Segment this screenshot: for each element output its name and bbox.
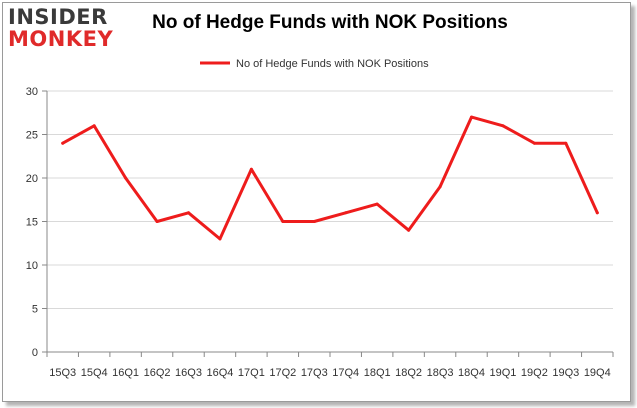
chart-frame xyxy=(2,2,631,402)
axes xyxy=(42,90,614,357)
gridlines xyxy=(47,90,613,309)
data-point xyxy=(187,211,190,215)
y-tick-label: 20 xyxy=(26,173,38,185)
data-point xyxy=(595,211,599,215)
x-tick-label: 19Q1 xyxy=(489,367,516,379)
data-point xyxy=(375,202,379,206)
legend: No of Hedge Funds with NOK Positions xyxy=(200,58,429,70)
x-tick-label: 19Q2 xyxy=(521,367,548,379)
x-tick-label: 19Q4 xyxy=(584,367,611,379)
y-tick-label: 25 xyxy=(26,130,38,142)
x-tick-label: 19Q3 xyxy=(552,367,579,379)
x-tick-label: 17Q1 xyxy=(238,367,265,379)
logo-line-1: INSIDER xyxy=(8,5,108,29)
x-tick-label: 16Q4 xyxy=(206,367,233,379)
data-point xyxy=(344,211,348,215)
x-tick-label: 16Q1 xyxy=(112,367,139,379)
series-lines xyxy=(61,115,599,241)
x-tick-label: 18Q4 xyxy=(458,367,485,379)
y-tick-label: 30 xyxy=(26,86,38,98)
y-tick-label: 15 xyxy=(26,217,38,229)
y-tick-labels: 0 5 10 15 20 25 30 xyxy=(26,86,38,359)
insider-monkey-logo: INSIDER MONKEY xyxy=(8,6,118,56)
data-point xyxy=(564,141,568,145)
data-point xyxy=(92,124,96,128)
data-point xyxy=(218,237,222,241)
data-point xyxy=(407,228,411,232)
x-tick-label: 15Q4 xyxy=(81,367,108,379)
data-point xyxy=(249,167,253,171)
data-point xyxy=(501,124,505,128)
x-tick-label: 17Q3 xyxy=(301,367,328,379)
data-point xyxy=(155,220,159,223)
data-point xyxy=(312,220,316,223)
x-tick-label: 17Q4 xyxy=(332,367,359,379)
x-tick-label: 15Q3 xyxy=(49,367,76,379)
y-tick-label: 10 xyxy=(26,260,38,272)
y-tick-label: 5 xyxy=(32,304,38,316)
data-point xyxy=(281,220,285,223)
y-tick-label: 0 xyxy=(32,347,38,359)
x-tick-label: 18Q1 xyxy=(364,367,391,379)
x-tick-label: 16Q2 xyxy=(144,367,171,379)
data-point xyxy=(532,141,536,145)
data-point xyxy=(124,176,128,180)
legend-label: No of Hedge Funds with NOK Positions xyxy=(236,58,429,70)
data-point xyxy=(61,141,65,145)
x-tick-label: 17Q2 xyxy=(269,367,296,379)
data-point xyxy=(438,185,442,189)
x-tick-label: 16Q3 xyxy=(175,367,202,379)
logo-line-2: MONKEY xyxy=(8,27,114,51)
series-line xyxy=(61,115,599,241)
x-tick-labels: 15Q3 15Q4 16Q1 16Q2 16Q3 16Q4 17Q1 17Q2 17Q3 17Q4… xyxy=(49,367,610,379)
x-tick-label: 18Q2 xyxy=(395,367,422,379)
data-point xyxy=(470,115,473,119)
x-tick-label: 18Q3 xyxy=(427,367,454,379)
chart-title: No of Hedge Funds with NOK Positions xyxy=(152,12,508,33)
